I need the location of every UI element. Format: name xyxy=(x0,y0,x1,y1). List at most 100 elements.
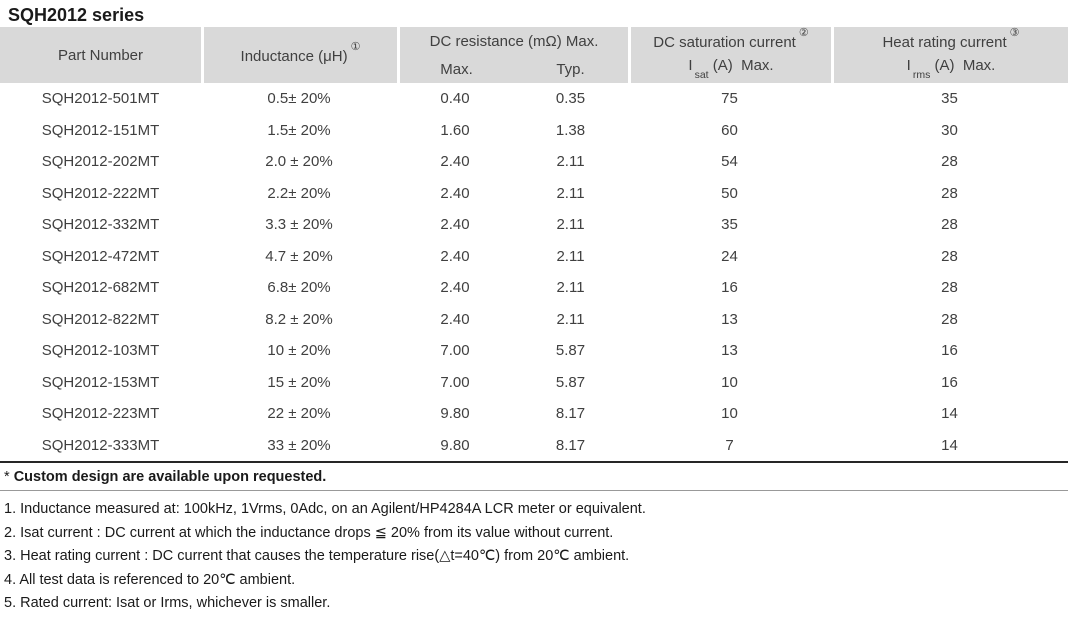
cell-saturation-current: 75 xyxy=(628,83,831,115)
dc-resistance-label: DC resistance (mΩ) Max. xyxy=(429,32,599,50)
cell-inductance: 15 ± 20% xyxy=(201,366,397,398)
col-header-part-number: Part Number xyxy=(0,27,201,83)
custom-note-text: Custom design are available upon request… xyxy=(13,469,327,485)
table-row: SQH2012-333MT 33 ± 20% 9.80 8.17 7 14 xyxy=(0,429,1068,461)
cell-inductance: 0.5± 20% xyxy=(201,83,397,115)
table-row: SQH2012-332MT 3.3 ± 20% 2.40 2.11 35 28 xyxy=(0,209,1068,241)
isat-unit: (A) Max. xyxy=(712,57,774,74)
cell-dc-resistance-max: 1.60 xyxy=(397,114,513,146)
cell-saturation-current: 54 xyxy=(628,146,831,178)
cell-saturation-current: 10 xyxy=(628,366,831,398)
cell-inductance: 3.3 ± 20% xyxy=(201,209,397,241)
cell-inductance: 8.2 ± 20% xyxy=(201,303,397,335)
cell-saturation-current: 7 xyxy=(628,429,831,461)
cell-part-number: SQH2012-223MT xyxy=(0,398,201,430)
cell-part-number: SQH2012-333MT xyxy=(0,429,201,461)
cell-heat-rating-current: 28 xyxy=(831,177,1068,209)
table-header: Part Number Inductance (μH)① DC resistan… xyxy=(0,27,1068,83)
cell-part-number: SQH2012-103MT xyxy=(0,335,201,367)
inductance-label: Inductance (μH) xyxy=(240,48,348,65)
table-row: SQH2012-202MT 2.0 ± 20% 2.40 2.11 54 28 xyxy=(0,146,1068,178)
cell-heat-rating-current: 28 xyxy=(831,303,1068,335)
spec-table: Part Number Inductance (μH)① DC resistan… xyxy=(0,27,1068,463)
table-row: SQH2012-153MT 15 ± 20% 7.00 5.87 10 16 xyxy=(0,366,1068,398)
heat-rating-footnote-ref: ③ xyxy=(1009,27,1020,39)
irms-subscript: rms xyxy=(912,69,931,81)
cell-inductance: 10 ± 20% xyxy=(201,335,397,367)
cell-saturation-current: 13 xyxy=(628,303,831,335)
cell-dc-resistance-max: 2.40 xyxy=(397,177,513,209)
col-header-inductance: Inductance (μH)① xyxy=(201,27,397,83)
table-row: SQH2012-223MT 22 ± 20% 9.80 8.17 10 14 xyxy=(0,398,1068,430)
cell-saturation-current: 16 xyxy=(628,272,831,304)
dc-saturation-footnote-ref: ② xyxy=(798,27,809,39)
cell-dc-resistance-typ: 2.11 xyxy=(513,303,628,335)
part-number-label: Part Number xyxy=(57,46,144,64)
custom-note-marker: * xyxy=(4,469,10,485)
cell-heat-rating-current: 28 xyxy=(831,146,1068,178)
isat-subscript: sat xyxy=(694,69,709,81)
irms-symbol: I xyxy=(906,57,911,74)
cell-dc-resistance-max: 9.80 xyxy=(397,398,513,430)
cell-heat-rating-current: 16 xyxy=(831,335,1068,367)
cell-heat-rating-current: 14 xyxy=(831,398,1068,430)
cell-inductance: 2.2± 20% xyxy=(201,177,397,209)
cell-part-number: SQH2012-822MT xyxy=(0,303,201,335)
cell-dc-resistance-max: 7.00 xyxy=(397,335,513,367)
cell-heat-rating-current: 28 xyxy=(831,240,1068,272)
table-row: SQH2012-472MT 4.7 ± 20% 2.40 2.11 24 28 xyxy=(0,240,1068,272)
col-header-dc-saturation: DC saturation current② Isat (A) Max. xyxy=(628,27,831,83)
footnote-line: 4. All test data is referenced to 20℃ am… xyxy=(4,571,296,588)
cell-dc-resistance-max: 2.40 xyxy=(397,146,513,178)
col-header-heat-rating: Heat rating current③ Irms (A) Max. xyxy=(831,27,1068,83)
footnotes: 1. Inductance measured at: 100kHz, 1Vrms… xyxy=(0,491,1068,616)
cell-saturation-current: 13 xyxy=(628,335,831,367)
cell-dc-resistance-max: 0.40 xyxy=(397,83,513,115)
table-row: SQH2012-103MT 10 ± 20% 7.00 5.87 13 16 xyxy=(0,335,1068,367)
footnote-line: 1. Inductance measured at: 100kHz, 1Vrms… xyxy=(4,501,646,517)
cell-heat-rating-current: 28 xyxy=(831,272,1068,304)
cell-part-number: SQH2012-151MT xyxy=(0,114,201,146)
cell-dc-resistance-typ: 1.38 xyxy=(513,114,628,146)
col-header-dc-resistance: DC resistance (mΩ) Max. xyxy=(397,27,628,55)
cell-saturation-current: 10 xyxy=(628,398,831,430)
cell-heat-rating-current: 30 xyxy=(831,114,1068,146)
cell-saturation-current: 35 xyxy=(628,209,831,241)
footnote-line: 3. Heat rating current : DC current that… xyxy=(4,548,630,564)
cell-inductance: 6.8± 20% xyxy=(201,272,397,304)
inductance-footnote-ref: ① xyxy=(350,41,361,53)
cell-dc-resistance-max: 2.40 xyxy=(397,272,513,304)
page-title: SQH2012 series xyxy=(8,5,145,25)
cell-inductance: 4.7 ± 20% xyxy=(201,240,397,272)
cell-heat-rating-current: 28 xyxy=(831,209,1068,241)
table-body: SQH2012-501MT 0.5± 20% 0.40 0.35 75 35 S… xyxy=(0,83,1068,461)
cell-part-number: SQH2012-332MT xyxy=(0,209,201,241)
irms-unit: (A) Max. xyxy=(934,57,996,74)
cell-heat-rating-current: 35 xyxy=(831,83,1068,115)
table-row: SQH2012-682MT 6.8± 20% 2.40 2.11 16 28 xyxy=(0,272,1068,304)
custom-design-note: * Custom design are available upon reque… xyxy=(0,463,1068,491)
cell-part-number: SQH2012-153MT xyxy=(0,366,201,398)
cell-saturation-current: 60 xyxy=(628,114,831,146)
cell-saturation-current: 50 xyxy=(628,177,831,209)
col-subheader-typ: Typ. xyxy=(513,55,628,83)
cell-part-number: SQH2012-222MT xyxy=(0,177,201,209)
cell-inductance: 33 ± 20% xyxy=(201,429,397,461)
cell-part-number: SQH2012-501MT xyxy=(0,83,201,115)
cell-dc-resistance-typ: 2.11 xyxy=(513,272,628,304)
footnote-line: 5. Rated current: Isat or Irms, whicheve… xyxy=(4,595,331,611)
cell-dc-resistance-typ: 2.11 xyxy=(513,209,628,241)
footnote-line: 2. Isat current : DC current at which th… xyxy=(4,524,614,541)
cell-dc-resistance-typ: 5.87 xyxy=(513,335,628,367)
isat-symbol: I xyxy=(688,57,693,74)
cell-part-number: SQH2012-202MT xyxy=(0,146,201,178)
table-row: SQH2012-822MT 8.2 ± 20% 2.40 2.11 13 28 xyxy=(0,303,1068,335)
cell-dc-resistance-typ: 8.17 xyxy=(513,398,628,430)
cell-dc-resistance-typ: 0.35 xyxy=(513,83,628,115)
dc-saturation-label: DC saturation current xyxy=(653,34,796,51)
cell-heat-rating-current: 14 xyxy=(831,429,1068,461)
cell-dc-resistance-typ: 2.11 xyxy=(513,146,628,178)
table-row: SQH2012-222MT 2.2± 20% 2.40 2.11 50 28 xyxy=(0,177,1068,209)
cell-dc-resistance-typ: 2.11 xyxy=(513,240,628,272)
